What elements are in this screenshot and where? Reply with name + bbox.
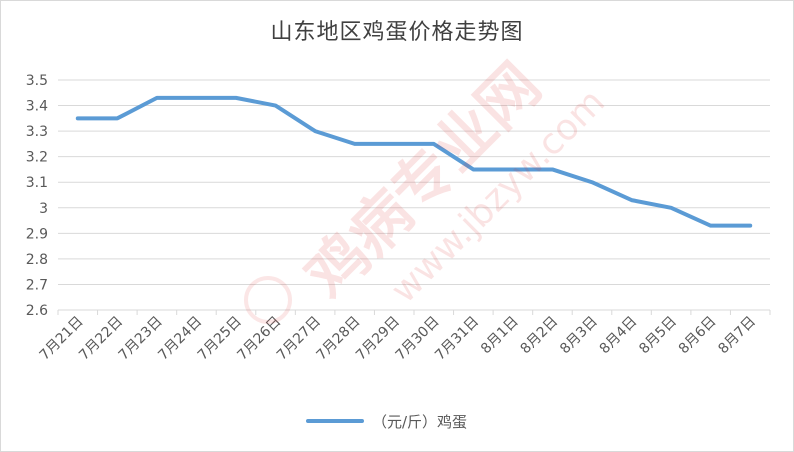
legend-label: （元/斤）鸡蛋 [372, 413, 467, 431]
y-tick-label: 3 [39, 201, 48, 217]
chart-title: 山东地区鸡蛋价格走势图 [270, 20, 524, 45]
x-tick-label: 8月6日 [676, 314, 720, 358]
legend: （元/斤）鸡蛋 [306, 413, 467, 431]
x-tick-label: 7月31日 [432, 314, 482, 364]
y-tick-label: 2.9 [26, 226, 48, 242]
x-axis-ticks: 7月21日7月22日7月23日7月24日7月25日7月26日7月27日7月28日… [37, 314, 759, 364]
y-tick-label: 2.8 [26, 252, 48, 268]
y-tick-label: 3.5 [26, 73, 48, 89]
series-layer [75, 95, 753, 228]
x-tick-label: 8月3日 [557, 314, 601, 358]
y-tick-label: 3.4 [26, 99, 48, 115]
y-tick-label: 2.7 [26, 277, 48, 293]
x-tick-label: 8月7日 [715, 314, 759, 358]
y-tick-label: 3.3 [26, 124, 48, 140]
y-tick-label: 3.1 [26, 175, 48, 191]
gridlines [57, 79, 771, 315]
y-tick-label: 2.6 [26, 303, 48, 319]
x-tick-label: 8月5日 [636, 314, 680, 358]
x-tick-label: 8月2日 [518, 314, 562, 358]
series-line-0 [75, 95, 753, 228]
x-tick-label: 8月1日 [478, 314, 522, 358]
y-tick-label: 3.2 [26, 150, 48, 166]
y-axis-ticks: 2.6 2.7 2.8 2.9 3 3.1 3.2 3.3 3.4 3.5 [26, 73, 48, 319]
x-tick-label: 8月4日 [597, 314, 641, 358]
